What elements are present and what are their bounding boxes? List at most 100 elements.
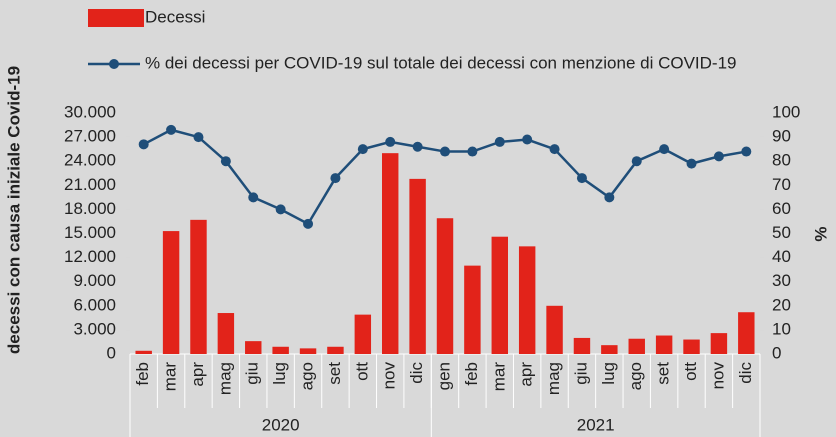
y2-tick-label: 20 bbox=[772, 295, 791, 314]
bar bbox=[409, 178, 426, 354]
x-tick-label: mar bbox=[161, 362, 180, 392]
x-tick-label: lug bbox=[599, 362, 618, 385]
line-marker bbox=[220, 156, 231, 167]
line-marker bbox=[303, 218, 314, 229]
line bbox=[143, 128, 747, 226]
bar bbox=[710, 333, 728, 354]
line-marker bbox=[440, 146, 450, 157]
line-marker bbox=[604, 192, 615, 203]
legend-swatch bbox=[88, 9, 144, 27]
legend-swatch bbox=[109, 59, 119, 69]
bar bbox=[491, 236, 508, 354]
y-axis-label: decessi con causa iniziale Covid-19 bbox=[4, 66, 23, 354]
x-tick-label: giu bbox=[571, 362, 590, 385]
bar bbox=[601, 345, 618, 354]
x-tick-label: mag bbox=[544, 362, 563, 395]
x-tick-label: gen bbox=[434, 362, 453, 390]
y2-tick-label: 30 bbox=[772, 271, 791, 290]
x-tick-label: lug bbox=[270, 362, 289, 385]
line-marker bbox=[166, 124, 177, 135]
y-tick-label: 15.000 bbox=[64, 223, 116, 242]
bar bbox=[382, 153, 399, 354]
bar bbox=[436, 218, 454, 354]
y2-tick-label: 40 bbox=[772, 247, 791, 266]
bar bbox=[464, 265, 481, 354]
y-tick-label: 9.000 bbox=[73, 271, 116, 290]
bar bbox=[683, 339, 700, 354]
line-marker bbox=[467, 146, 478, 157]
bar bbox=[327, 346, 344, 354]
line-marker bbox=[713, 151, 724, 162]
line-marker bbox=[741, 146, 752, 157]
x-tick-label: nov bbox=[708, 362, 727, 390]
y-tick-label: 0 bbox=[107, 343, 116, 362]
group-label: 2020 bbox=[262, 415, 300, 434]
x-tick-label: ott bbox=[352, 362, 371, 381]
y-tick-label: 6.000 bbox=[73, 295, 116, 314]
line-marker bbox=[549, 144, 560, 155]
x-tick-label: ago bbox=[298, 362, 317, 390]
y2-tick-label: 50 bbox=[772, 223, 791, 242]
line-marker bbox=[330, 173, 341, 184]
line-marker bbox=[193, 132, 204, 143]
legend-label: % dei decessi per COVID-19 sul totale de… bbox=[145, 53, 737, 72]
line-marker bbox=[357, 144, 368, 155]
x-tick-label: set bbox=[654, 362, 673, 385]
bar bbox=[546, 305, 563, 354]
bar bbox=[738, 312, 755, 354]
x-tick-label: mar bbox=[489, 362, 508, 392]
y-tick-label: 27.000 bbox=[64, 127, 116, 146]
bar bbox=[217, 313, 235, 354]
line-marker bbox=[494, 136, 505, 147]
y2-tick-label: 100 bbox=[772, 102, 800, 121]
line-marker bbox=[576, 173, 587, 184]
x-tick-label: ott bbox=[681, 362, 700, 381]
x-tick-label: apr bbox=[188, 362, 207, 387]
y2-axis-label: % bbox=[811, 226, 830, 241]
x-tick-label: set bbox=[325, 362, 344, 385]
y-tick-label: 18.000 bbox=[64, 199, 116, 218]
x-tick-label: apr bbox=[517, 362, 536, 387]
bar bbox=[299, 348, 317, 354]
x-tick-label: nov bbox=[380, 362, 399, 390]
x-tick-label: dic bbox=[407, 362, 426, 384]
y-tick-label: 3.000 bbox=[73, 319, 116, 338]
y-tick-label: 12.000 bbox=[64, 247, 116, 266]
bar bbox=[655, 335, 673, 354]
bar bbox=[272, 346, 289, 354]
y2-tick-label: 0 bbox=[772, 343, 781, 362]
line-marker bbox=[275, 204, 286, 215]
line-marker bbox=[248, 192, 259, 203]
line-marker bbox=[385, 136, 396, 147]
bar bbox=[245, 341, 262, 354]
x-tick-label: dic bbox=[736, 362, 755, 384]
y2-tick-label: 10 bbox=[772, 319, 791, 338]
line-marker bbox=[659, 144, 670, 155]
bar bbox=[518, 246, 536, 354]
line-marker bbox=[412, 141, 423, 152]
bar bbox=[162, 231, 180, 354]
x-tick-label: ago bbox=[626, 362, 645, 390]
bar bbox=[135, 350, 152, 354]
line-marker bbox=[686, 158, 697, 169]
x-tick-label: feb bbox=[133, 362, 152, 386]
y-tick-label: 24.000 bbox=[64, 151, 116, 170]
line-marker bbox=[631, 156, 642, 167]
legend-label: Decessi bbox=[145, 7, 205, 26]
y2-tick-label: 90 bbox=[772, 127, 791, 146]
y-tick-label: 21.000 bbox=[64, 175, 116, 194]
x-tick-label: giu bbox=[243, 362, 262, 385]
y2-tick-label: 80 bbox=[772, 151, 791, 170]
x-tick-label: feb bbox=[462, 362, 481, 386]
line-marker bbox=[138, 139, 149, 150]
group-label: 2021 bbox=[577, 415, 615, 434]
y2-tick-label: 70 bbox=[772, 175, 791, 194]
bar bbox=[573, 337, 591, 354]
x-tick-label: mag bbox=[215, 362, 234, 395]
line-marker bbox=[522, 134, 533, 145]
bar bbox=[190, 219, 207, 354]
bar bbox=[628, 338, 645, 354]
y-tick-label: 30.000 bbox=[64, 102, 116, 121]
y2-tick-label: 60 bbox=[772, 199, 791, 218]
